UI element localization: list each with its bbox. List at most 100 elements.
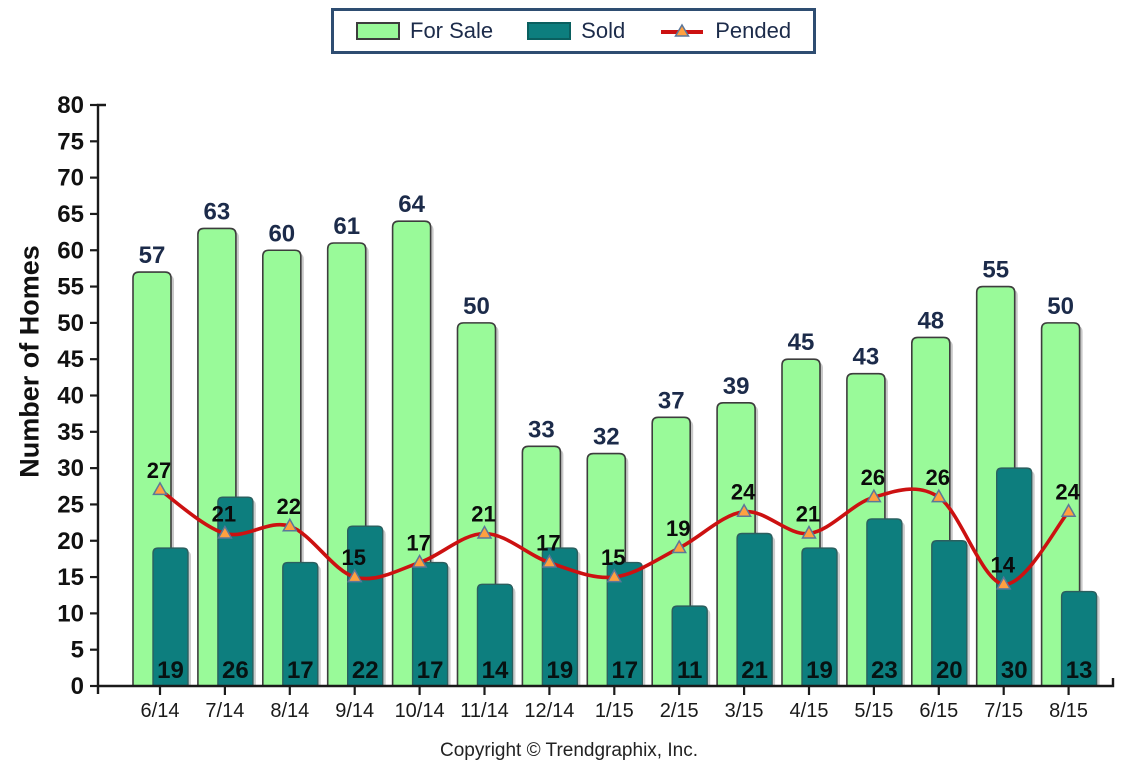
sold-value-label: 19 [547,657,574,684]
pended-value-label: 26 [926,465,950,490]
sold-bar [217,496,254,687]
for-sale-value-label: 64 [398,191,425,218]
pended-marker-icon [541,554,558,568]
for-sale-value-label: 60 [268,220,295,247]
pended-marker-icon [152,481,168,496]
x-tick-label: 7/15 [984,700,1023,722]
pended-marker-icon [1060,503,1077,517]
pended-value-label: 14 [990,552,1015,577]
sold-value-label: 23 [871,657,898,684]
y-tick-label: 80 [57,92,84,119]
pended-value-label: 21 [212,501,236,526]
pended-value-label: 19 [666,516,690,541]
sold-bar [736,532,773,687]
legend-item-for-sale: For Sale [356,20,493,42]
sold-bar [152,547,189,687]
y-tick-label: 65 [57,201,84,228]
x-tick-label: 6/14 [141,700,180,722]
pended-value-label: 17 [406,531,430,556]
pended-marker-icon [217,524,233,539]
copyright-text: Copyright © Trendgraphix, Inc. [440,740,698,761]
y-tick-label: 10 [57,600,84,627]
sold-value-label: 19 [806,657,833,684]
sold-value-label: 26 [222,657,249,684]
y-tick-label: 25 [57,491,84,518]
pended-marker-icon [866,488,882,503]
pended-marker-icon [801,524,817,539]
for-sale-value-label: 61 [333,213,360,240]
pended-value-label: 24 [1055,480,1080,505]
y-tick-label: 15 [57,564,84,591]
sold-bar [931,540,968,687]
pended-value-label: 24 [731,480,756,505]
pended-value-label: 21 [796,501,820,526]
x-tick-label: 10/14 [395,700,445,722]
sold-swatch-icon [527,22,572,40]
x-tick-label: 1/15 [595,700,634,722]
x-tick-label: 11/14 [460,700,509,722]
y-axis-title: Number of Homes [14,245,45,478]
pended-value-label: 15 [601,545,625,570]
y-tick-label: 35 [57,419,84,446]
sold-value-label: 22 [352,657,379,684]
sold-bar [671,605,708,687]
legend: For Sale Sold Pended [331,8,817,54]
x-tick-label: 6/15 [919,700,958,722]
legend-label-sold: Sold [581,18,626,43]
y-tick-label: 60 [57,237,84,264]
y-tick-label: 5 [71,637,84,664]
x-axis [98,678,1115,688]
y-tick-label: 45 [57,346,84,373]
sold-bar [347,525,384,687]
sold-value-label: 13 [1066,657,1093,684]
pended-marker-icon [995,575,1012,590]
for-sale-value-label: 50 [1047,293,1074,320]
legend-label-pended: Pended [715,18,792,43]
pended-value-label: 15 [341,545,365,570]
x-tick-label: 5/15 [854,700,893,722]
for-sale-value-label: 57 [139,242,166,269]
x-tick-label: 7/14 [205,700,244,722]
y-tick-label: 20 [57,528,84,555]
for-sale-value-label: 55 [982,257,1009,284]
sold-value-label: 11 [677,657,702,684]
sold-value-label: 21 [741,657,768,684]
y-tick-label: 30 [57,455,84,482]
x-tick-label: 8/15 [1049,700,1088,722]
y-tick-label: 50 [57,310,84,337]
pended-marker-icon [476,524,493,539]
legend-item-sold: Sold [527,20,625,42]
pended-marker-icon [411,554,428,568]
sold-value-label: 19 [157,657,184,684]
pended-marker-icon [671,539,687,554]
sold-bar [476,583,514,687]
for-sale-value-label: 45 [788,329,815,356]
y-axis [96,103,106,694]
sold-bar [801,547,838,687]
for-sale-value-label: 43 [853,344,880,371]
sold-bar [1060,590,1098,687]
y-tick-label: 75 [57,128,84,155]
y-tick-label: 55 [57,274,84,301]
y-tick-label: 40 [57,383,84,410]
sold-value-label: 17 [611,657,638,684]
for-sale-value-label: 50 [463,293,490,320]
for-sale-value-label: 33 [528,416,555,443]
for-sale-swatch-icon [356,22,400,40]
pended-value-label: 27 [147,458,171,483]
pended-marker-icon [282,517,298,532]
legend-item-pended: Pended [659,20,791,42]
pended-marker-icon [931,488,947,503]
sold-value-label: 20 [936,657,963,684]
for-sale-value-label: 63 [204,198,231,225]
legend-label-for-sale: For Sale [410,18,494,43]
for-sale-value-label: 48 [917,307,944,334]
sold-value-label: 17 [287,657,314,684]
pended-marker-icon [606,568,623,583]
pended-marker-icon [736,503,752,517]
sold-bar [866,518,903,687]
sold-value-label: 17 [417,657,444,684]
pended-value-label: 22 [277,494,301,519]
x-tick-label: 3/15 [725,700,764,722]
